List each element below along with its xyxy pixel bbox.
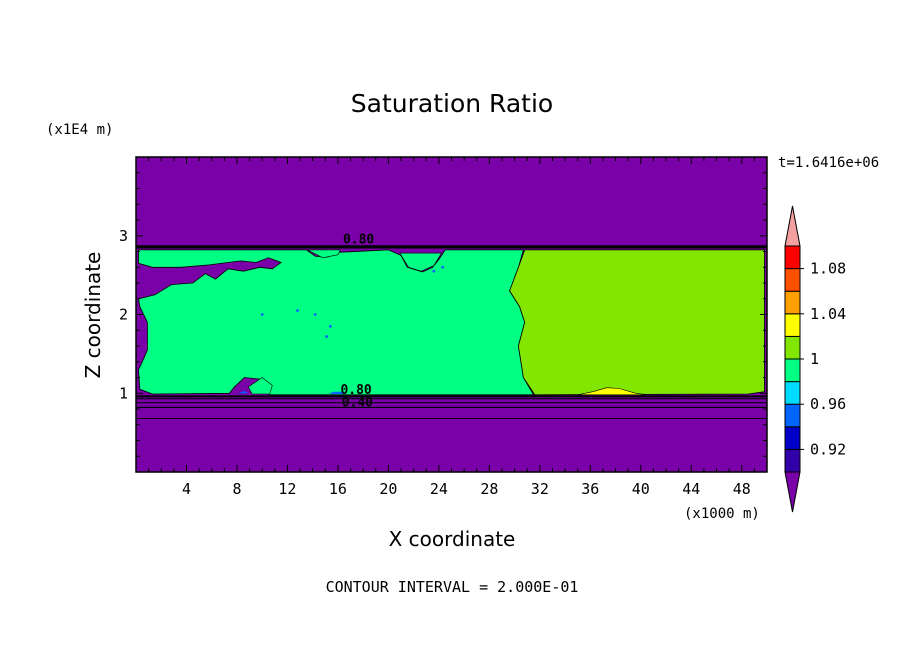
x-tick-label: 16: [329, 480, 347, 498]
supersaturated-patch: [577, 387, 649, 396]
subsaturated-speck: [260, 313, 264, 316]
colorbar-under-triangle: [784, 471, 801, 513]
contour-label: 0.80: [343, 233, 374, 248]
contour-line: [135, 417, 768, 420]
y-axis: 1 2 3: [119, 172, 767, 457]
colorbar-label: 0.96: [810, 395, 846, 413]
subsaturated-fragment: [329, 391, 346, 394]
y-tick-label: 1: [119, 384, 128, 402]
colorbar-box: [784, 358, 801, 383]
colorbar-box: [784, 245, 801, 270]
x-tick-label: 12: [278, 480, 296, 498]
subsaturated-speck: [328, 324, 332, 328]
x-tick-label: 20: [379, 480, 397, 498]
x-axis-label: X coordinate: [389, 527, 516, 551]
y-axis-label: Z coordinate: [81, 252, 105, 379]
moist-layer-field: [138, 249, 535, 396]
x-tick-label: 32: [531, 480, 549, 498]
timestamp-label: t=1.6416e+06: [778, 155, 879, 171]
subsaturated-fragment: [238, 390, 249, 394]
subsaturated-speck: [325, 335, 328, 338]
colorbar-label: 1: [810, 350, 819, 368]
right-region-field: [509, 249, 765, 396]
plot-area: 0.800.800.40: [135, 156, 768, 473]
x-tick-label: 8: [232, 480, 241, 498]
colorbar-box: [784, 313, 801, 337]
x-tick-label: 28: [480, 480, 498, 498]
moist-blob: [399, 252, 442, 272]
x-tick-label: 36: [581, 480, 599, 498]
colorbar-label: 1.04: [810, 305, 846, 323]
x-tick-label: 48: [733, 480, 751, 498]
moist-blob: [247, 377, 273, 395]
y-unit-label: (x1E4 m): [46, 122, 113, 138]
x-axis: 4 8 12 16 20 24 28 32 36 40 44 48: [148, 157, 755, 498]
colorbar-box: [784, 268, 801, 292]
x-tick-label: 4: [182, 480, 191, 498]
chart-title: Saturation Ratio: [351, 89, 553, 118]
contour-interval-note: CONTOUR INTERVAL = 2.000E-01: [326, 578, 579, 596]
colorbar-box: [784, 381, 801, 405]
x-tick-label: 24: [430, 480, 448, 498]
x-tick-label: 44: [682, 480, 700, 498]
moist-blob: [307, 249, 341, 259]
colorbar-label: 1.08: [810, 260, 846, 278]
colorbar-box: [784, 403, 801, 428]
subsaturated-speck: [432, 269, 436, 273]
colorbar-box: [784, 426, 801, 450]
subsaturated-speck: [313, 313, 317, 316]
y-tick-label: 2: [119, 306, 128, 324]
colorbar-label: 0.92: [810, 440, 846, 458]
x-unit-label: (x1000 m): [684, 506, 760, 522]
colorbar-box: [784, 290, 801, 315]
colorbar: 1.08 1.04 1 0.96 0.92: [784, 205, 846, 513]
contour-label: 0.80: [340, 383, 371, 398]
x-tick-label: 40: [632, 480, 650, 498]
colorbar-over-triangle: [784, 205, 801, 247]
contour-label: 0.40: [342, 396, 373, 411]
colorbar-box: [784, 448, 801, 473]
colorbar-box: [784, 335, 801, 360]
y-tick-label: 3: [119, 227, 128, 245]
subsaturated-speck: [441, 265, 445, 269]
subsaturated-speck: [296, 309, 299, 312]
